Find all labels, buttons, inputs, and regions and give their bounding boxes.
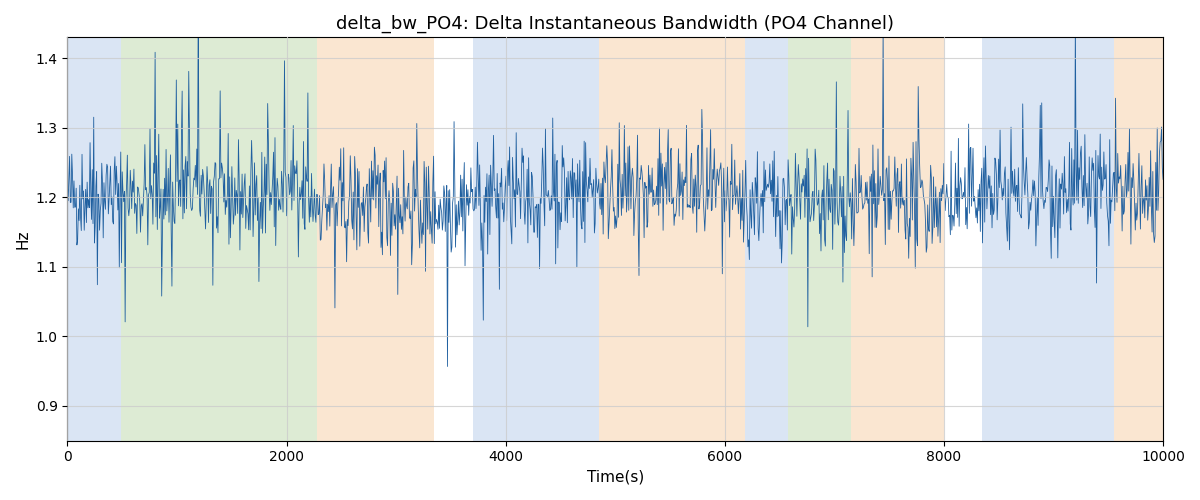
- Y-axis label: Hz: Hz: [16, 230, 30, 249]
- Bar: [67, 38, 121, 440]
- Bar: [983, 38, 1114, 440]
- Bar: [744, 38, 788, 440]
- Bar: [317, 38, 434, 440]
- Bar: [1114, 38, 1163, 440]
- Title: delta_bw_PO4: Delta Instantaneous Bandwidth (PO4 Channel): delta_bw_PO4: Delta Instantaneous Bandwi…: [336, 15, 894, 34]
- Bar: [788, 38, 851, 440]
- Bar: [434, 38, 473, 440]
- Bar: [851, 38, 944, 440]
- X-axis label: Time(s): Time(s): [587, 470, 644, 485]
- Bar: [473, 38, 599, 440]
- Bar: [944, 38, 983, 440]
- Bar: [121, 38, 317, 440]
- Bar: [599, 38, 744, 440]
